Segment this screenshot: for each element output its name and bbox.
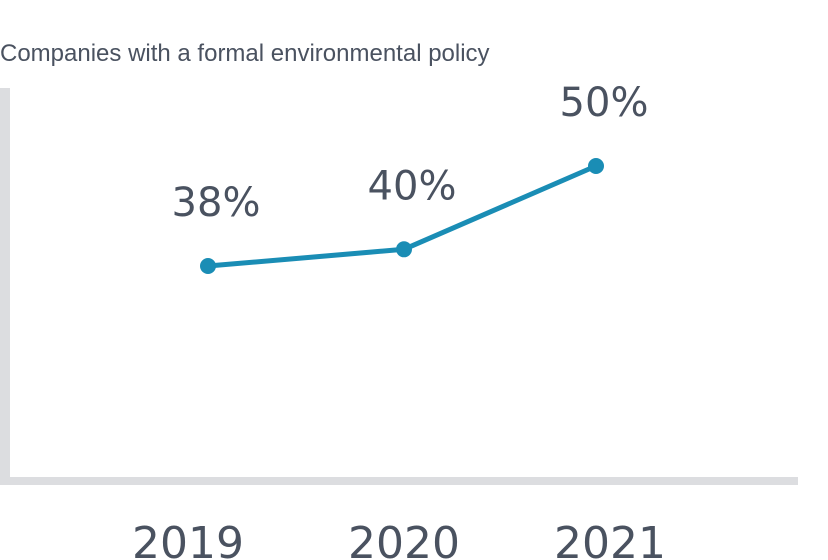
data-point [396, 241, 412, 258]
data-label: 40% [368, 163, 457, 209]
chart-title: Companies with a formal environmental po… [0, 40, 490, 67]
x-tick-label: 2020 [348, 518, 460, 560]
data-label: 50% [560, 80, 649, 126]
x-axis-bar [0, 477, 798, 485]
x-tick-label: 2019 [132, 518, 244, 560]
data-point [200, 258, 216, 274]
data-point [588, 158, 604, 174]
data-label: 38% [172, 180, 261, 226]
y-axis-bar [0, 88, 10, 485]
x-tick-label: 2021 [554, 518, 666, 560]
